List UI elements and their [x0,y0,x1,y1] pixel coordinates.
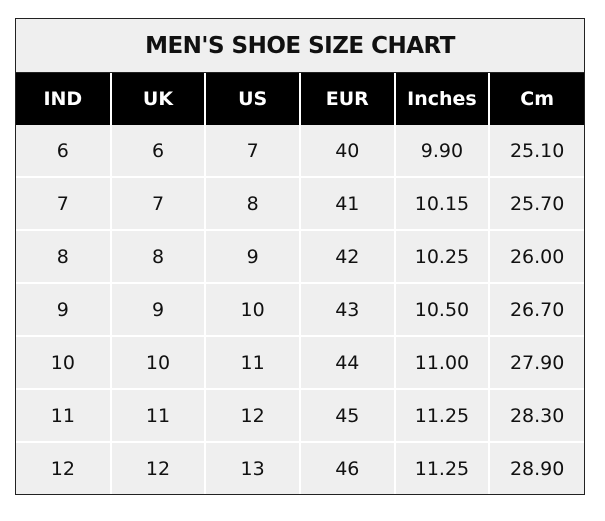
table-cell: 6 [109,125,206,177]
table-cell: 26.70 [488,282,584,336]
table-cell: 26.00 [488,229,584,283]
column-header: US [204,73,300,125]
size-table: IND UK US EUR Inches Cm 6 6 7 40 9.90 25.10 7 7 8 41 10… [16,73,584,494]
table-cell: 8 [16,229,111,283]
table-cell: 7 [204,125,300,177]
table-row: 10 10 11 44 11.00 27.90 [16,335,584,389]
table-cell: 27.90 [488,335,584,389]
table-cell: 11.25 [393,441,490,494]
table-cell: 9 [109,282,206,336]
column-header: Inches [393,73,490,125]
table-cell: 6 [56,139,69,162]
column-header: UK [109,73,206,125]
table-cell: 12 [16,441,111,494]
table-cell: 46 [298,441,395,494]
table-row: 8 8 9 42 10.25 26.00 [16,229,584,283]
table-cell: 40 [298,125,395,177]
table-cell: 12 [204,388,300,442]
table-cell: 10.15 [393,176,490,230]
table-cell: 7 [109,176,206,230]
column-header: EUR [298,73,395,125]
table-cell: 13 [204,441,300,494]
table-cell: 7 [16,176,111,230]
table-cell: 41 [298,176,395,230]
table-cell: 10 [16,335,111,389]
table-cell: 44 [298,335,395,389]
table-row: 9 9 10 43 10.50 26.70 [16,282,584,336]
table-cell: 45 [298,388,395,442]
table-cell: 9 [16,282,111,336]
table-cell: 28.30 [488,388,584,442]
column-header: IND [16,73,111,125]
table-cell: 11.00 [393,335,490,389]
size-chart: MEN'S SHOE SIZE CHART IND UK US EUR Inches Cm… [15,18,585,495]
table-cell: 9.90 [393,125,490,177]
table-row: 12 12 13 46 11.25 28.90 [16,441,584,494]
table-cell: 25.70 [488,176,584,230]
table-cell: 10 [204,282,300,336]
table-row: 11 11 12 45 11.25 28.30 [16,388,584,442]
table-row: 6 6 7 40 9.90 25.10 [16,125,584,177]
table-cell: 11 [109,388,206,442]
table-cell: 42 [298,229,395,283]
table-cell: 10.50 [393,282,490,336]
table-cell: 10 [109,335,206,389]
table-cell: 11 [204,335,300,389]
header-row: IND UK US EUR Inches Cm [16,73,584,125]
column-header: Cm [488,73,584,125]
table-cell: 11 [16,388,111,442]
table-cell: 9 [204,229,300,283]
table-cell: 11.25 [393,388,490,442]
table-cell: 8 [204,176,300,230]
table-cell: 8 [109,229,206,283]
table-cell: 28.90 [488,441,584,494]
table-cell: 12 [109,441,206,494]
table-row: 7 7 8 41 10.15 25.70 [16,176,584,230]
chart-title: MEN'S SHOE SIZE CHART [16,19,584,73]
table-cell: 43 [298,282,395,336]
table-cell: 10.25 [393,229,490,283]
table-cell: 25.10 [488,125,584,177]
